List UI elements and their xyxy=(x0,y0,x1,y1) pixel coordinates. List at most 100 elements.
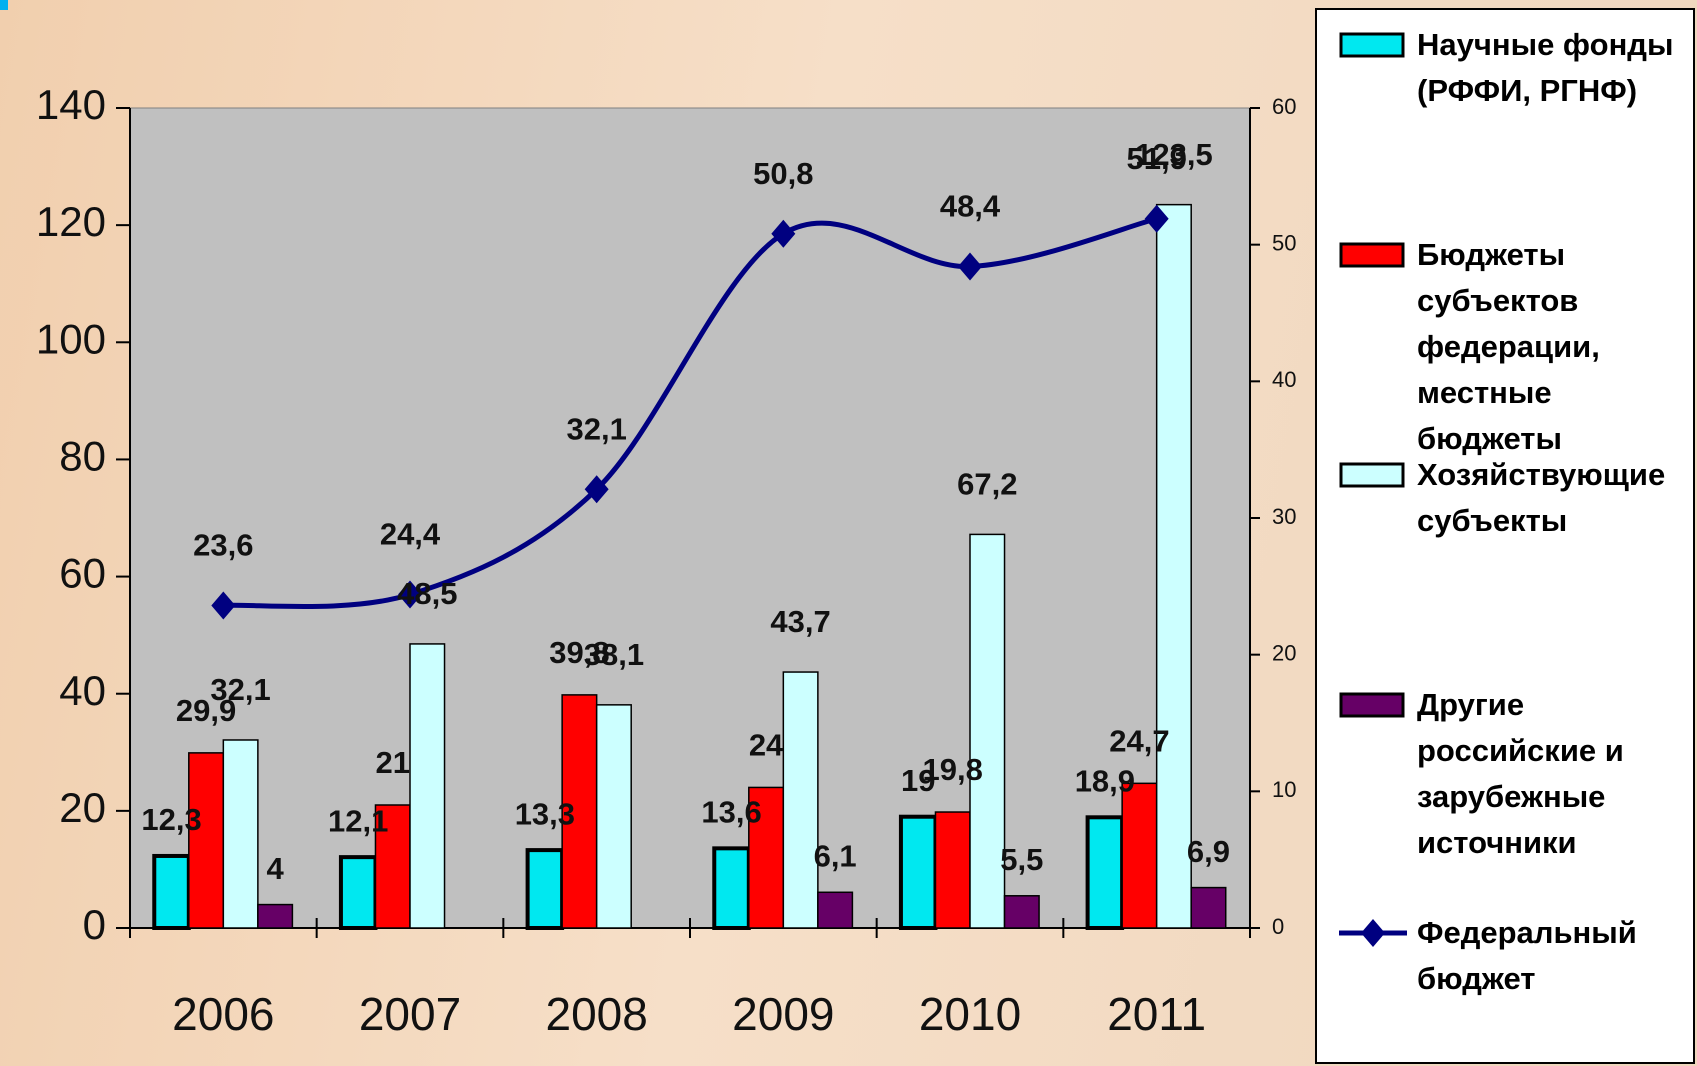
data-label-text: 18,9 xyxy=(1075,763,1135,798)
data-label-text: 4 xyxy=(267,851,285,886)
legend-swatch xyxy=(1339,32,1405,58)
data-label: 5,5 xyxy=(1000,841,1044,877)
data-label-text: 19,8 xyxy=(923,752,983,787)
legend-entry: Хозяйствующие субъекты xyxy=(1337,452,1692,544)
data-label-text: 23,6 xyxy=(193,528,253,563)
x-tick-label: 2006 xyxy=(172,988,274,1040)
bar xyxy=(1155,203,1192,929)
bar xyxy=(1085,815,1125,930)
bar xyxy=(1003,895,1040,929)
x-tick-label: 2009 xyxy=(732,988,834,1040)
data-label-text: 43,7 xyxy=(770,604,830,639)
y-tick-label: 140 xyxy=(36,81,106,128)
y-tick-label: 100 xyxy=(36,315,106,362)
data-label-text: 5,5 xyxy=(1000,842,1043,877)
data-label-text: 19 xyxy=(901,763,935,798)
y2-tick-label: 0 xyxy=(1272,914,1284,939)
bar xyxy=(969,533,1006,929)
y-tick-label: 120 xyxy=(36,198,106,245)
y-tick-label: 80 xyxy=(59,433,106,480)
data-label-text: 6,9 xyxy=(1187,834,1230,869)
legend-entry: Научные фонды (РФФИ, РГНФ) xyxy=(1337,22,1692,114)
legend-entry: Федеральный бюджет xyxy=(1337,910,1692,1002)
legend-label: Научные фонды (РФФИ, РГНФ) xyxy=(1417,27,1674,108)
data-label-box xyxy=(0,0,8,10)
y2-tick-label: 20 xyxy=(1272,640,1296,665)
legend-box xyxy=(1339,692,1405,718)
data-label: 38,1 xyxy=(0,0,644,672)
bar xyxy=(222,739,259,929)
data-label-text: 38,1 xyxy=(584,637,644,672)
legend-label: Федеральный бюджет xyxy=(1417,915,1637,996)
chart: 0 20 40 60 80 100 120 140 0 10 20 30 40 50 60 2006 2007 2… xyxy=(0,0,1296,1040)
data-label-text: 32,1 xyxy=(566,411,626,446)
data-label: 18,9 xyxy=(1074,763,1136,799)
bar xyxy=(525,848,565,930)
x-tick-label: 2007 xyxy=(359,988,461,1040)
data-label: 19,8 xyxy=(0,0,983,787)
data-label-text: 39,8 xyxy=(549,635,609,670)
line-marker xyxy=(958,252,982,281)
legend-swatch xyxy=(1339,692,1405,718)
legend-swatch xyxy=(1339,462,1405,488)
y2-tick-label: 30 xyxy=(1272,504,1296,529)
line-marker xyxy=(584,475,609,504)
y-tick-label: 60 xyxy=(59,550,106,597)
bar xyxy=(748,786,785,929)
legend-swatch xyxy=(1339,919,1407,947)
legend-label: Хозяйствующие субъекты xyxy=(1417,457,1666,538)
data-label: 39,8 xyxy=(0,0,610,670)
legend-swatch xyxy=(1339,242,1405,268)
legend-marker xyxy=(1361,919,1385,947)
legend: Научные фонды (РФФИ, РГНФ) Бюджеты субъек… xyxy=(1315,8,1695,1064)
data-label-text: 67,2 xyxy=(957,467,1017,502)
y2-tick-label: 60 xyxy=(1272,94,1296,119)
bar xyxy=(817,891,854,929)
bar xyxy=(152,853,191,931)
bar xyxy=(1190,886,1227,929)
line-marker xyxy=(211,591,236,620)
legend-entry: Бюджеты субъектов федерации, местные бюд… xyxy=(1337,232,1692,462)
bar xyxy=(1121,782,1158,929)
plot-area xyxy=(129,107,1251,929)
y2-tick-label: 40 xyxy=(1272,367,1296,392)
bar xyxy=(934,811,971,929)
x-tick-label: 2008 xyxy=(545,988,647,1040)
legend-label: Бюджеты субъектов федерации, местные бюд… xyxy=(1417,237,1600,456)
bar xyxy=(782,671,819,929)
y-tick-label: 20 xyxy=(59,784,106,831)
data-label: 24,4 xyxy=(0,0,441,552)
data-label: 13,6 xyxy=(0,0,762,830)
legend-box xyxy=(1339,462,1405,488)
data-label-text: 50,8 xyxy=(753,156,813,191)
data-label: 24,7 xyxy=(0,0,1170,759)
data-label: 29,9 xyxy=(0,0,236,728)
bar xyxy=(561,694,598,929)
data-label-text: 24 xyxy=(749,728,784,763)
legend-box xyxy=(1339,242,1405,268)
x-tick-label: 2011 xyxy=(1107,988,1206,1040)
data-label-text: 48,4 xyxy=(940,189,1001,224)
bar xyxy=(374,804,411,929)
bar xyxy=(409,643,446,929)
y-tick-label: 40 xyxy=(59,667,106,714)
data-label-text: 29,9 xyxy=(176,693,236,728)
y2-tick-label: 10 xyxy=(1272,777,1296,802)
data-label-text: 13,6 xyxy=(701,795,761,830)
bar xyxy=(338,855,378,931)
data-label: 6,1 xyxy=(0,0,857,873)
y-tick-label: 0 xyxy=(83,901,106,948)
data-label-text: 12,1 xyxy=(328,803,388,838)
data-label-text: 12,3 xyxy=(141,802,201,837)
data-label: 51,9 xyxy=(0,0,1187,176)
data-label: 48,4 xyxy=(0,0,1001,224)
y2-tick-label: 50 xyxy=(1272,230,1296,255)
data-label-text: 13,3 xyxy=(515,796,575,831)
data-label-text: 48,5 xyxy=(397,576,457,611)
data-label-text: 24,4 xyxy=(380,517,441,552)
legend-label: Другие российские и зарубежные источники xyxy=(1417,687,1624,860)
data-label-text: 32,1 xyxy=(210,672,270,707)
data-label-text: 51,9 xyxy=(1126,141,1186,176)
bar xyxy=(257,903,294,929)
